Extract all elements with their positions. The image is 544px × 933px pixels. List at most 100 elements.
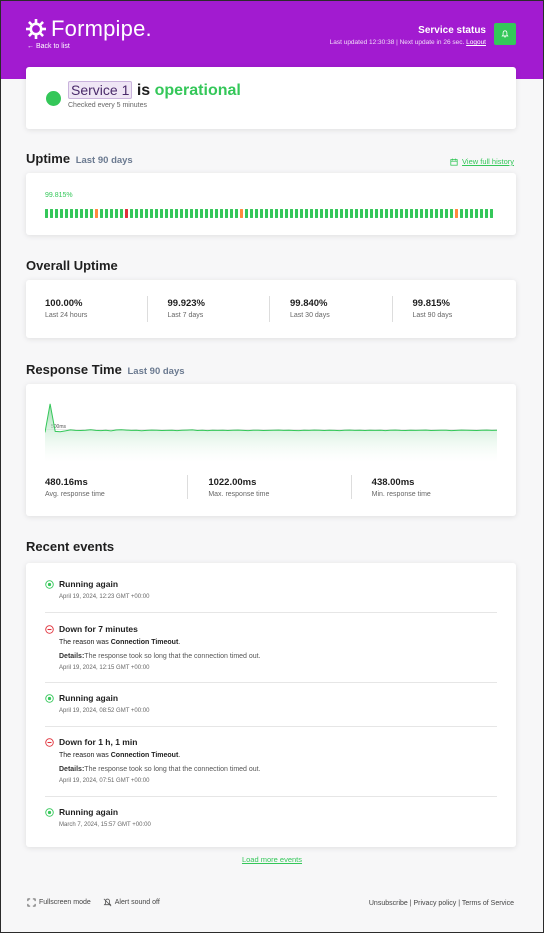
uptime-day-bar[interactable] — [275, 209, 278, 218]
uptime-day-bar[interactable] — [220, 209, 223, 218]
uptime-day-bar[interactable] — [80, 209, 83, 218]
fullscreen-toggle[interactable]: Fullscreen mode — [27, 898, 91, 907]
uptime-day-bar[interactable] — [375, 209, 378, 218]
uptime-day-bar[interactable] — [335, 209, 338, 218]
view-full-history-link[interactable]: View full history — [450, 157, 514, 166]
uptime-day-bar[interactable] — [125, 209, 128, 218]
uptime-day-bar[interactable] — [350, 209, 353, 218]
uptime-day-bar[interactable] — [190, 209, 193, 218]
uptime-day-bar[interactable] — [445, 209, 448, 218]
uptime-day-bar[interactable] — [290, 209, 293, 218]
brand-logo[interactable]: Formpipe. — [26, 16, 152, 42]
uptime-day-bar[interactable] — [115, 209, 118, 218]
uptime-day-bar[interactable] — [410, 209, 413, 218]
uptime-day-bar[interactable] — [165, 209, 168, 218]
uptime-day-bar[interactable] — [475, 209, 478, 218]
uptime-day-bar[interactable] — [170, 209, 173, 218]
uptime-day-bar[interactable] — [90, 209, 93, 218]
uptime-day-bar[interactable] — [420, 209, 423, 218]
uptime-day-bar[interactable] — [200, 209, 203, 218]
uptime-day-bar[interactable] — [415, 209, 418, 218]
uptime-day-bar[interactable] — [230, 209, 233, 218]
uptime-day-bar[interactable] — [315, 209, 318, 218]
uptime-day-bar[interactable] — [130, 209, 133, 218]
uptime-day-bar[interactable] — [320, 209, 323, 218]
uptime-day-bar[interactable] — [355, 209, 358, 218]
uptime-day-bar[interactable] — [175, 209, 178, 218]
uptime-day-bar[interactable] — [105, 209, 108, 218]
uptime-day-bar[interactable] — [330, 209, 333, 218]
notification-button[interactable] — [494, 23, 516, 45]
uptime-day-bar[interactable] — [75, 209, 78, 218]
uptime-day-bar[interactable] — [270, 209, 273, 218]
load-more-events-link[interactable]: Load more events — [241, 855, 303, 864]
uptime-day-bar[interactable] — [280, 209, 283, 218]
back-to-list-link[interactable]: ← Back to list — [27, 43, 70, 50]
uptime-day-bar[interactable] — [430, 209, 433, 218]
service-state: operational — [154, 82, 241, 99]
uptime-day-bar[interactable] — [240, 209, 243, 218]
uptime-day-bar[interactable] — [460, 209, 463, 218]
uptime-day-bar[interactable] — [205, 209, 208, 218]
uptime-day-bar[interactable] — [60, 209, 63, 218]
uptime-day-bar[interactable] — [345, 209, 348, 218]
uptime-day-bar[interactable] — [225, 209, 228, 218]
uptime-day-bar[interactable] — [95, 209, 98, 218]
uptime-day-bar[interactable] — [65, 209, 68, 218]
uptime-day-bar[interactable] — [385, 209, 388, 218]
uptime-day-bar[interactable] — [120, 209, 123, 218]
uptime-day-bar[interactable] — [250, 209, 253, 218]
uptime-day-bar[interactable] — [135, 209, 138, 218]
uptime-day-bar[interactable] — [390, 209, 393, 218]
uptime-day-bar[interactable] — [325, 209, 328, 218]
uptime-day-bar[interactable] — [470, 209, 473, 218]
uptime-day-bar[interactable] — [160, 209, 163, 218]
uptime-day-bar[interactable] — [295, 209, 298, 218]
uptime-day-bar[interactable] — [260, 209, 263, 218]
uptime-day-bar[interactable] — [100, 209, 103, 218]
uptime-day-bar[interactable] — [85, 209, 88, 218]
uptime-day-bar[interactable] — [305, 209, 308, 218]
uptime-day-bar[interactable] — [400, 209, 403, 218]
uptime-day-bar[interactable] — [485, 209, 488, 218]
uptime-day-bar[interactable] — [145, 209, 148, 218]
uptime-day-bar[interactable] — [490, 209, 493, 218]
uptime-day-bar[interactable] — [395, 209, 398, 218]
uptime-day-bar[interactable] — [110, 209, 113, 218]
uptime-day-bar[interactable] — [70, 209, 73, 218]
uptime-day-bar[interactable] — [185, 209, 188, 218]
uptime-day-bar[interactable] — [310, 209, 313, 218]
uptime-day-bar[interactable] — [45, 209, 48, 218]
uptime-day-bar[interactable] — [255, 209, 258, 218]
uptime-day-bar[interactable] — [480, 209, 483, 218]
uptime-day-bar[interactable] — [455, 209, 458, 218]
uptime-day-bar[interactable] — [180, 209, 183, 218]
uptime-day-bar[interactable] — [210, 209, 213, 218]
uptime-day-bar[interactable] — [365, 209, 368, 218]
uptime-day-bar[interactable] — [155, 209, 158, 218]
uptime-day-bar[interactable] — [425, 209, 428, 218]
uptime-day-bar[interactable] — [195, 209, 198, 218]
uptime-day-bar[interactable] — [340, 209, 343, 218]
uptime-day-bar[interactable] — [235, 209, 238, 218]
uptime-day-bar[interactable] — [450, 209, 453, 218]
footer-links[interactable]: Unsubscribe | Privacy policy | Terms of … — [368, 900, 514, 907]
uptime-day-bar[interactable] — [50, 209, 53, 218]
uptime-day-bar[interactable] — [465, 209, 468, 218]
uptime-day-bar[interactable] — [435, 209, 438, 218]
uptime-day-bar[interactable] — [265, 209, 268, 218]
uptime-day-bar[interactable] — [55, 209, 58, 218]
uptime-day-bar[interactable] — [245, 209, 248, 218]
uptime-day-bar[interactable] — [150, 209, 153, 218]
uptime-day-bar[interactable] — [285, 209, 288, 218]
alert-sound-toggle[interactable]: Alert sound off — [103, 898, 160, 907]
uptime-day-bar[interactable] — [300, 209, 303, 218]
logout-link[interactable]: Logout — [466, 39, 486, 46]
uptime-day-bar[interactable] — [215, 209, 218, 218]
uptime-day-bar[interactable] — [380, 209, 383, 218]
uptime-day-bar[interactable] — [140, 209, 143, 218]
uptime-day-bar[interactable] — [440, 209, 443, 218]
uptime-day-bar[interactable] — [370, 209, 373, 218]
uptime-day-bar[interactable] — [405, 209, 408, 218]
uptime-day-bar[interactable] — [360, 209, 363, 218]
